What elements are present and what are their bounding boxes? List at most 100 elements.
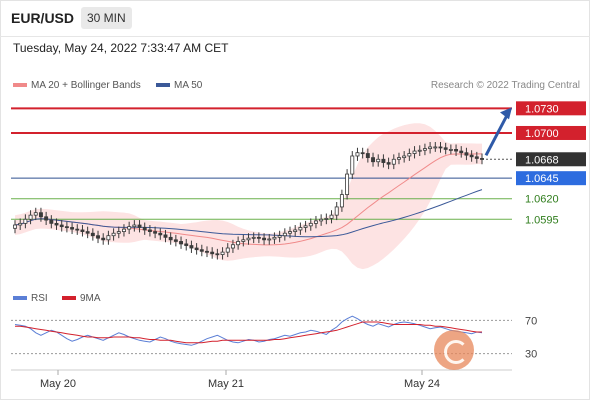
candle-body xyxy=(308,222,313,227)
candle-body xyxy=(262,237,267,241)
candle-body xyxy=(277,235,282,238)
level-tag-1-0668 xyxy=(516,152,586,167)
candle-body xyxy=(422,148,427,151)
candle-body xyxy=(360,152,365,155)
level-label-1-0620: 1.0620 xyxy=(525,194,559,206)
x-tick-label: May 20 xyxy=(40,378,76,390)
candle-body xyxy=(173,239,178,242)
candle-body xyxy=(272,236,277,240)
candle-body xyxy=(381,158,386,163)
timeframe-badge[interactable]: 30 MIN xyxy=(81,7,132,29)
level-tag-1-0700 xyxy=(516,125,586,140)
candle-body xyxy=(365,153,370,159)
chart-header: EUR/USD 30 MIN xyxy=(0,0,590,36)
candle-body xyxy=(28,214,33,220)
candle-body xyxy=(85,231,90,234)
candle-body xyxy=(407,153,412,157)
level-label-1-0595: 1.0595 xyxy=(525,214,559,226)
legend-rsi-label: RSI xyxy=(31,293,48,304)
level-label-1-0645: 1.0645 xyxy=(525,173,559,185)
legend-ma50: MA 50 xyxy=(156,80,202,91)
level-label-1-0700: 1.0700 xyxy=(525,128,559,140)
level-label-1-0730: 1.0730 xyxy=(525,103,559,115)
candle-body xyxy=(454,149,459,152)
candle-body xyxy=(23,218,28,224)
candle-body xyxy=(464,152,469,156)
candle-body xyxy=(184,243,189,246)
candle-body xyxy=(329,214,334,219)
candle-body xyxy=(70,227,75,230)
x-tick-label: May 24 xyxy=(404,378,440,390)
legend-rsi-ma-swatch xyxy=(62,296,76,301)
candle-body xyxy=(324,218,329,220)
level-tag-1-0645 xyxy=(516,171,586,186)
candle-body xyxy=(256,236,261,239)
candle-body xyxy=(334,206,339,216)
candle-body xyxy=(480,158,484,160)
candle-body xyxy=(443,147,448,150)
candle-body xyxy=(339,194,344,208)
rsi-ma-line xyxy=(15,321,482,344)
timestamp: Tuesday, May 24, 2022 7:33:47 AM CET xyxy=(13,41,229,55)
candle-body xyxy=(236,241,241,246)
candle-body xyxy=(80,229,85,232)
candle-body xyxy=(386,162,391,165)
candle-body xyxy=(371,157,375,163)
candle-body xyxy=(376,158,381,163)
legend-rsi-swatch xyxy=(13,296,27,301)
candle-body xyxy=(137,224,142,228)
candle-body xyxy=(215,253,220,256)
candle-body xyxy=(210,251,215,255)
candle-body xyxy=(391,158,396,165)
candle-body xyxy=(132,224,137,228)
candle-body xyxy=(417,149,422,152)
forecast-arrow xyxy=(484,114,509,156)
candle-body xyxy=(438,146,443,149)
candle-body xyxy=(433,146,438,149)
candle-body xyxy=(402,155,407,159)
candle-body xyxy=(38,212,43,218)
candle-body xyxy=(122,228,126,232)
candle-body xyxy=(194,247,199,251)
candle-body xyxy=(101,237,106,241)
candle-body xyxy=(246,237,251,241)
watermark-logo-icon xyxy=(434,330,474,370)
legend-ma50-label: MA 50 xyxy=(174,80,203,91)
candle-body xyxy=(220,251,225,255)
level-label-1-0668: 1.0668 xyxy=(525,154,559,166)
candle-body xyxy=(448,149,453,151)
level-tag-1-0730 xyxy=(516,101,586,116)
candle-body xyxy=(288,231,292,234)
candle-body xyxy=(142,227,147,231)
legend-ma20-swatch xyxy=(13,83,27,88)
candle-body xyxy=(313,220,318,224)
candle-body xyxy=(469,154,474,158)
candle-body xyxy=(116,231,121,234)
bollinger-band xyxy=(15,123,482,270)
candle-body xyxy=(54,222,59,226)
candle-body xyxy=(230,244,235,249)
candle-body xyxy=(298,227,303,231)
candle-body xyxy=(412,150,417,154)
watermark xyxy=(432,328,582,390)
candle-body xyxy=(225,247,230,253)
rsi-level-label-30: 30 xyxy=(525,349,537,361)
credit-text: Research © 2022 Trading Central xyxy=(430,80,580,91)
candle-body xyxy=(127,226,132,230)
candle-body xyxy=(90,232,95,237)
candle-body xyxy=(397,157,401,160)
legend-rsi: RSI xyxy=(13,293,48,304)
legend-ma20-label: MA 20 + Bollinger Bands xyxy=(31,80,141,91)
candle-body xyxy=(189,245,194,249)
legend-rsi-ma: 9MA xyxy=(62,293,101,304)
legend-ma50-swatch xyxy=(156,83,170,88)
candle-body xyxy=(179,241,184,245)
candle-body xyxy=(158,232,163,236)
candle-body xyxy=(282,232,287,237)
candle-body xyxy=(106,235,111,241)
candle-body xyxy=(303,225,308,228)
candle-body xyxy=(319,218,324,222)
candle-body xyxy=(49,219,54,224)
pair-title: EUR/USD xyxy=(11,10,75,26)
candle-body xyxy=(96,235,100,239)
